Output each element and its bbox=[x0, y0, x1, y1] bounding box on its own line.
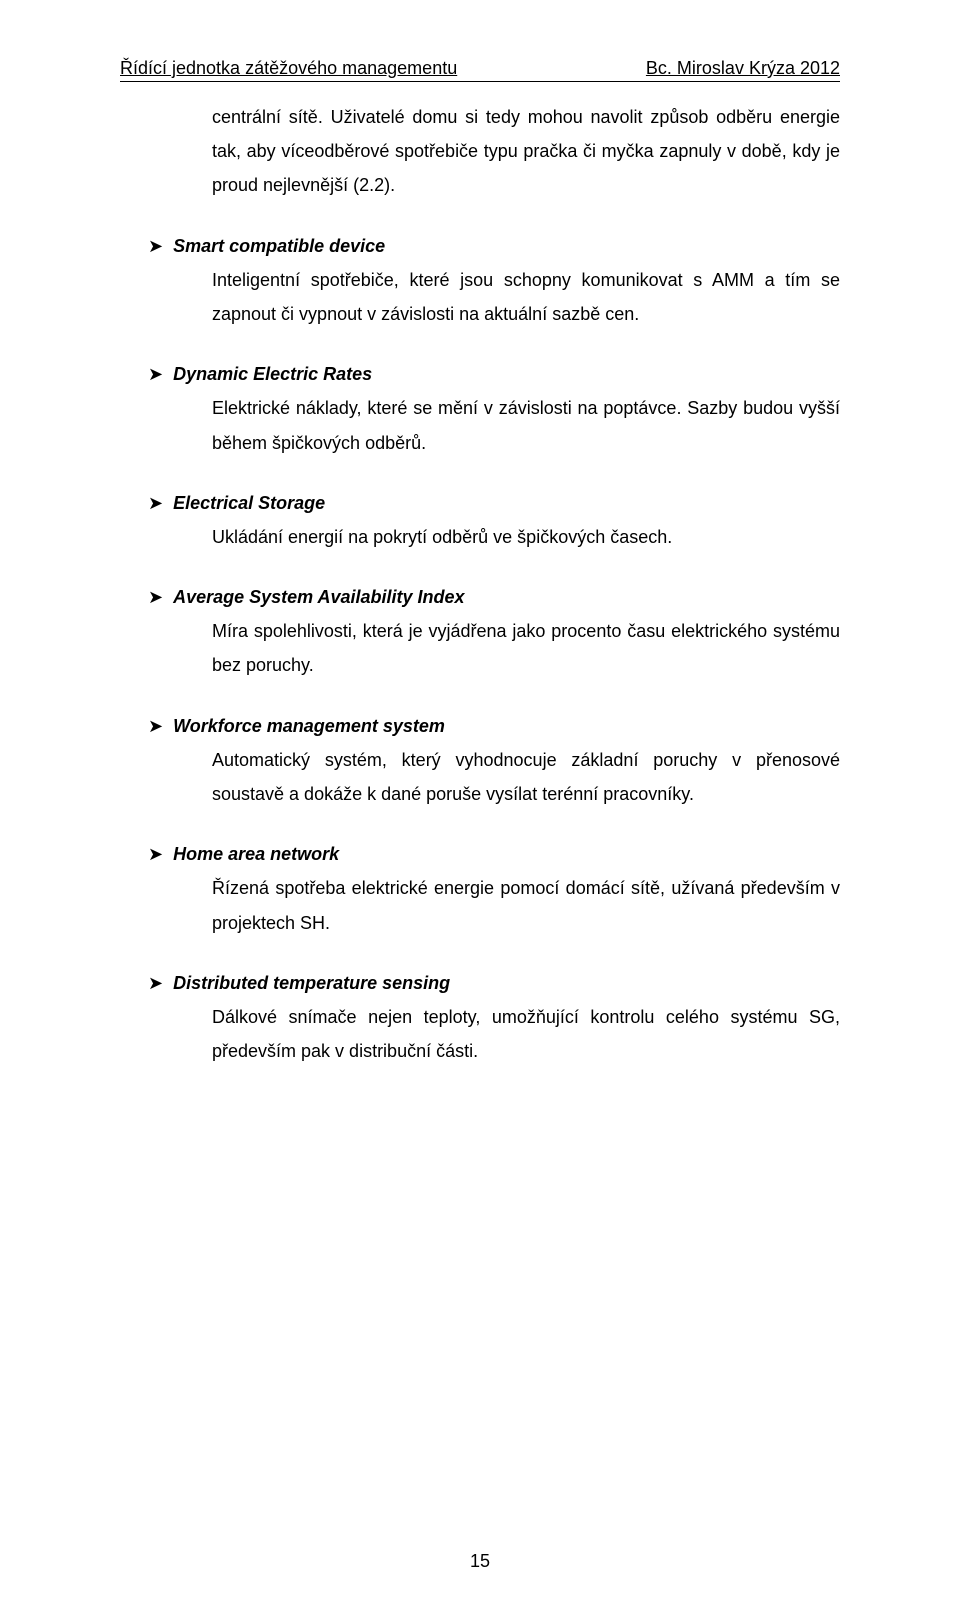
header-right: Bc. Miroslav Krýza 2012 bbox=[646, 58, 840, 79]
section: ➤ Smart compatible device Inteligentní s… bbox=[120, 229, 840, 332]
section-title: Smart compatible device bbox=[173, 229, 385, 263]
bullet-arrow-icon: ➤ bbox=[148, 837, 163, 871]
section-body: Dálkové snímače nejen teploty, umožňujíc… bbox=[212, 1000, 840, 1068]
section: ➤ Dynamic Electric Rates Elektrické nákl… bbox=[120, 357, 840, 460]
section-title: Electrical Storage bbox=[173, 486, 325, 520]
section-title: Average System Availability Index bbox=[173, 580, 464, 614]
section: ➤ Electrical Storage Ukládání energií na… bbox=[120, 486, 840, 554]
bullet-arrow-icon: ➤ bbox=[148, 580, 163, 614]
section-body: Ukládání energií na pokrytí odběrů ve šp… bbox=[212, 520, 840, 554]
section-body: Řízená spotřeba elektrické energie pomoc… bbox=[212, 871, 840, 939]
bullet-arrow-icon: ➤ bbox=[148, 357, 163, 391]
section-head: ➤ Distributed temperature sensing bbox=[148, 966, 840, 1000]
page-header: Řídící jednotka zátěžového managementu B… bbox=[120, 58, 840, 82]
section: ➤ Distributed temperature sensing Dálkov… bbox=[120, 966, 840, 1069]
section-title: Workforce management system bbox=[173, 709, 445, 743]
section-title: Dynamic Electric Rates bbox=[173, 357, 372, 391]
section-title: Home area network bbox=[173, 837, 339, 871]
bullet-arrow-icon: ➤ bbox=[148, 486, 163, 520]
intro-paragraph: centrální sítě. Uživatelé domu si tedy m… bbox=[212, 100, 840, 203]
section-head: ➤ Average System Availability Index bbox=[148, 580, 840, 614]
section-head: ➤ Dynamic Electric Rates bbox=[148, 357, 840, 391]
section-head: ➤ Smart compatible device bbox=[148, 229, 840, 263]
section: ➤ Workforce management system Automatick… bbox=[120, 709, 840, 812]
section-body: Automatický systém, který vyhodnocuje zá… bbox=[212, 743, 840, 811]
page: Řídící jednotka zátěžového managementu B… bbox=[0, 0, 960, 1624]
section-head: ➤ Home area network bbox=[148, 837, 840, 871]
section-head: ➤ Workforce management system bbox=[148, 709, 840, 743]
section-head: ➤ Electrical Storage bbox=[148, 486, 840, 520]
section-body: Míra spolehlivosti, která je vyjádřena j… bbox=[212, 614, 840, 682]
section: ➤ Home area network Řízená spotřeba elek… bbox=[120, 837, 840, 940]
bullet-arrow-icon: ➤ bbox=[148, 709, 163, 743]
bullet-arrow-icon: ➤ bbox=[148, 229, 163, 263]
header-left: Řídící jednotka zátěžového managementu bbox=[120, 58, 457, 79]
section-body: Elektrické náklady, které se mění v závi… bbox=[212, 391, 840, 459]
section-title: Distributed temperature sensing bbox=[173, 966, 450, 1000]
page-number: 15 bbox=[0, 1551, 960, 1572]
bullet-arrow-icon: ➤ bbox=[148, 966, 163, 1000]
section-body: Inteligentní spotřebiče, které jsou scho… bbox=[212, 263, 840, 331]
section: ➤ Average System Availability Index Míra… bbox=[120, 580, 840, 683]
